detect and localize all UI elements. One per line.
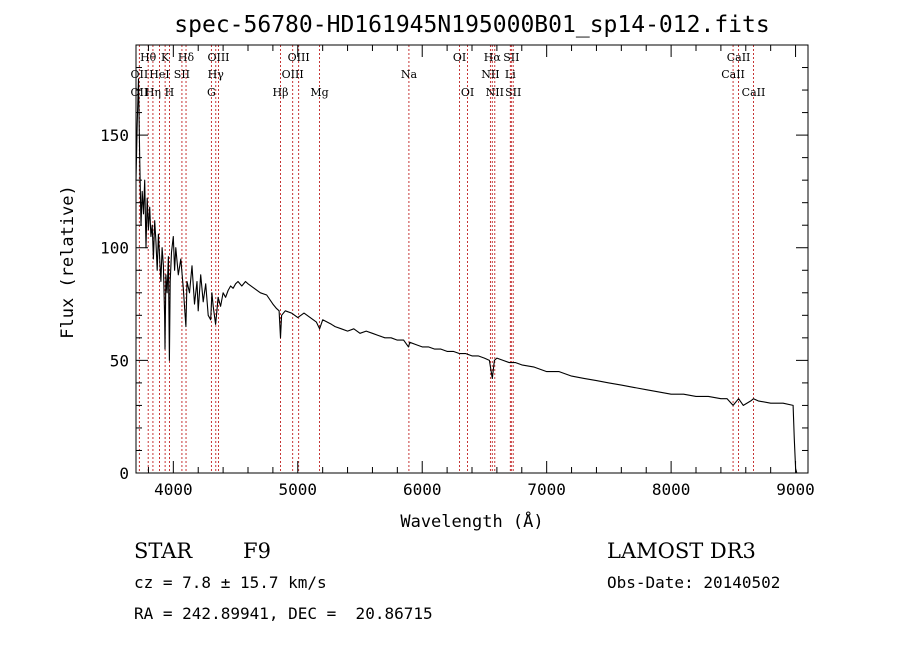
line-label: SII	[505, 86, 521, 99]
line-label: Hδ	[178, 51, 195, 64]
line-label: OII	[131, 68, 149, 81]
line-label: OIII	[207, 51, 229, 64]
line-label: OI	[453, 51, 466, 64]
line-label: Na	[401, 68, 418, 81]
y-tick-label: 150	[100, 126, 129, 145]
line-label: OII	[131, 86, 149, 99]
plot-frame	[135, 44, 809, 474]
x-tick-label: 7000	[527, 480, 566, 499]
x-tick-label: 8000	[652, 480, 691, 499]
line-label: CaII	[742, 86, 766, 99]
x-axis-label: Wavelength (Å)	[400, 510, 543, 532]
y-tick-label: 100	[100, 239, 129, 258]
x-tick-label: 6000	[403, 480, 442, 499]
x-tick-label: 5000	[279, 480, 318, 499]
line-label: Li	[505, 68, 516, 81]
line-label: OIII	[282, 68, 304, 81]
line-label: CaII	[727, 51, 751, 64]
line-label: Hβ	[273, 86, 289, 99]
line-label: NII	[481, 68, 499, 81]
y-tick-label: 0	[119, 464, 129, 483]
line-label: NII	[486, 86, 504, 99]
line-label: Hα	[484, 51, 502, 64]
line-label: Hη	[145, 86, 161, 99]
emission-line-labels: OII OII Hθ Hη HeI K SII H Hδ G Hγ OIII Hβ OIII OIII Mg N…	[131, 51, 766, 99]
line-label: K	[161, 51, 170, 64]
y-axis-label: Flux (relative)	[58, 185, 78, 339]
survey-name: LAMOST DR3	[607, 539, 756, 563]
line-label: H	[165, 86, 175, 99]
line-label: OIII	[288, 51, 310, 64]
line-label: OI	[461, 86, 474, 99]
x-tick-label: 9000	[776, 480, 815, 499]
line-label: SII	[174, 68, 190, 81]
axis-ticks: 4000 5000 6000 7000 8000 9000 0 50 100 150	[100, 45, 815, 499]
chart-title: spec-56780-HD161945N195000B01_sp14-012.f…	[174, 12, 769, 38]
spectrum-line	[135, 78, 798, 474]
x-tick-label: 4000	[154, 480, 193, 499]
line-label: Hθ	[140, 51, 157, 64]
observation-date: Obs-Date: 20140502	[607, 573, 781, 592]
line-label: Hγ	[208, 68, 225, 81]
coordinates: RA = 242.89941, DEC = 20.86715	[134, 604, 433, 623]
object-type: STAR	[134, 539, 193, 563]
redshift-velocity: cz = 7.8 ± 15.7 km/s	[134, 573, 327, 592]
line-label: CaII	[721, 68, 745, 81]
emission-line-markers	[138, 45, 754, 473]
line-label: HeI	[149, 68, 169, 81]
line-label: G	[207, 86, 216, 99]
spectral-subclass: F9	[243, 539, 271, 563]
y-tick-label: 50	[110, 351, 129, 370]
line-label: SII	[503, 51, 519, 64]
line-label: Mg	[310, 86, 328, 99]
